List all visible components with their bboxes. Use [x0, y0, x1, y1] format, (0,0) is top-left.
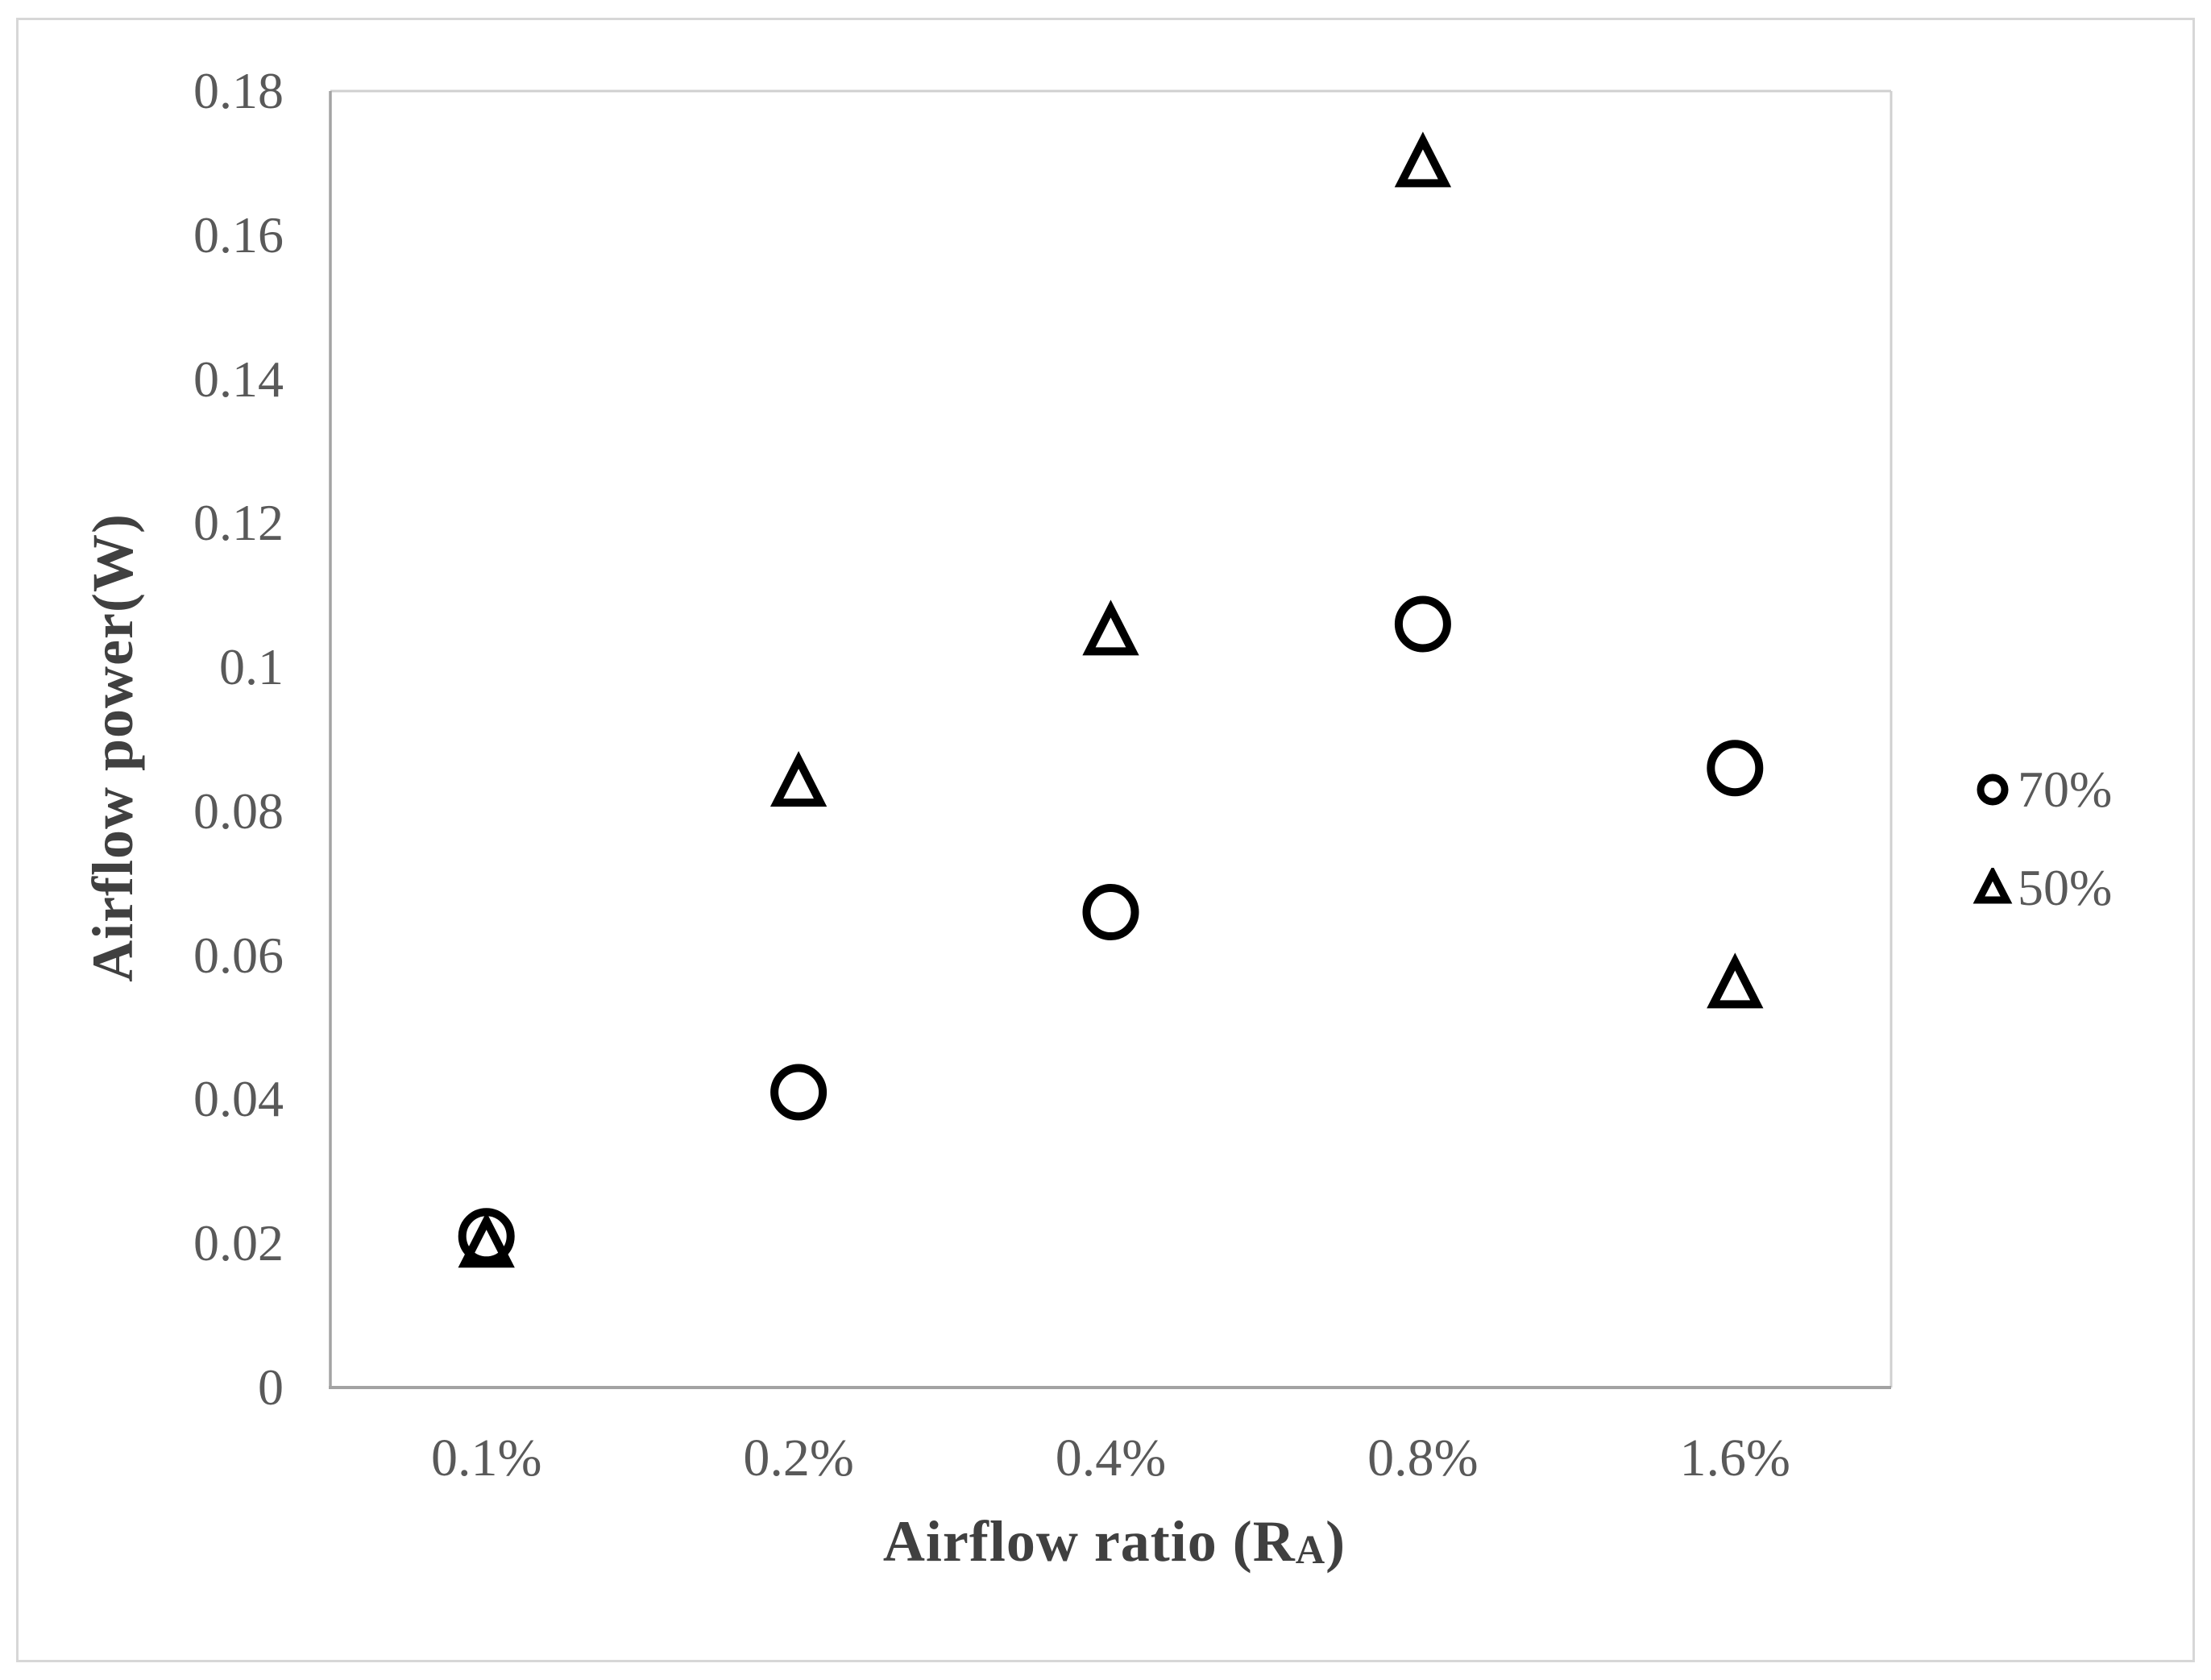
data-point-triangle — [458, 1212, 515, 1268]
y-tick-label: 0.14 — [193, 350, 284, 408]
x-tick-label: 0.8% — [1367, 1429, 1479, 1487]
legend-label: 50% — [2018, 859, 2113, 916]
data-point-circle — [1707, 740, 1764, 797]
x-axis-title: Airflow ratio (RA) — [550, 1508, 1678, 1575]
y-tick-label: 0.08 — [193, 782, 284, 840]
x-axis-title-text: Airflow ratio (R — [882, 1509, 1296, 1574]
y-tick-label: 0.02 — [193, 1214, 284, 1272]
y-axis-title: Airflow power(W) — [81, 513, 145, 982]
x-tick-label: 0.4% — [1055, 1429, 1167, 1487]
data-point-circle — [1394, 595, 1451, 653]
y-tick-label: 0.12 — [193, 494, 284, 552]
y-tick-label: 0.06 — [193, 926, 284, 984]
data-point-triangle — [1082, 599, 1139, 656]
circle-marker-icon — [1977, 774, 2009, 806]
y-tick-label: 0.16 — [193, 205, 284, 263]
legend: 70% 50% — [1972, 756, 2112, 952]
y-tick-label: 0.04 — [193, 1070, 284, 1128]
legend-item-70: 70% — [1972, 756, 2112, 823]
y-tick-label: 0 — [258, 1359, 284, 1416]
data-point-triangle — [1707, 952, 1764, 1009]
data-point-triangle — [769, 751, 828, 807]
x-axis-title-close: ) — [1325, 1509, 1346, 1574]
legend-label: 70% — [2018, 761, 2113, 818]
data-point-triangle — [1394, 131, 1452, 188]
y-tick-label: 0.18 — [193, 62, 284, 119]
data-point-circle — [1082, 884, 1139, 941]
legend-item-50: 50% — [1972, 854, 2112, 922]
triangle-marker-icon — [1972, 868, 2013, 904]
data-point-circle — [770, 1064, 828, 1121]
x-tick-label: 1.6% — [1679, 1429, 1791, 1487]
x-axis-title-subscript: A — [1295, 1527, 1326, 1573]
y-tick-label: 0.1 — [219, 638, 284, 696]
x-tick-label: 0.2% — [743, 1429, 854, 1487]
x-tick-label: 0.1% — [430, 1429, 542, 1487]
